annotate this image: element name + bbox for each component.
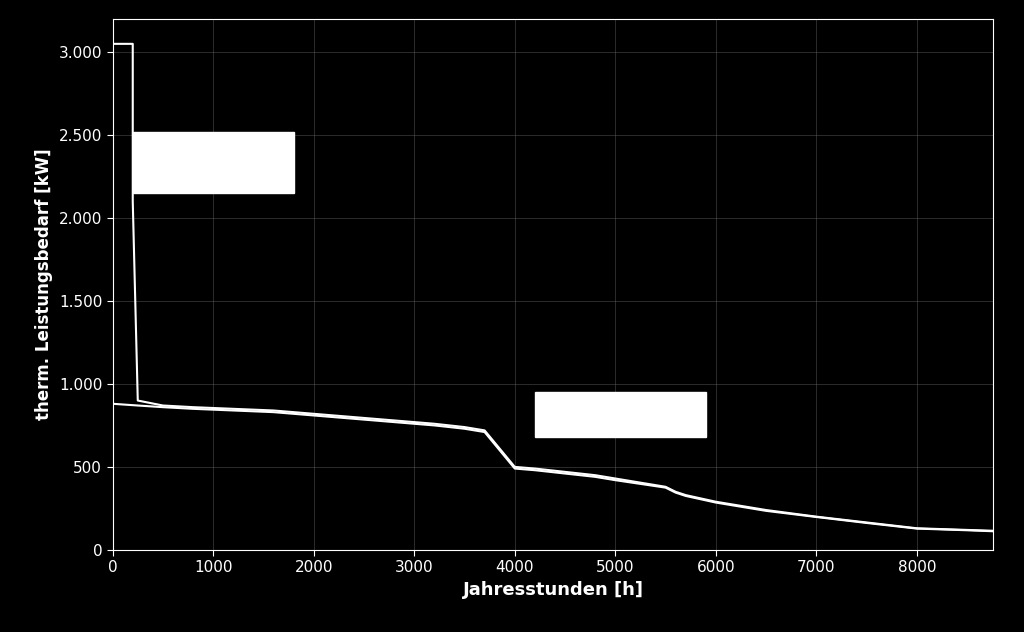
X-axis label: Jahresstunden [h]: Jahresstunden [h] xyxy=(463,581,643,599)
Bar xyxy=(133,132,294,193)
Y-axis label: therm. Leistungsbedarf [kW]: therm. Leistungsbedarf [kW] xyxy=(35,149,53,420)
Bar xyxy=(535,392,706,437)
